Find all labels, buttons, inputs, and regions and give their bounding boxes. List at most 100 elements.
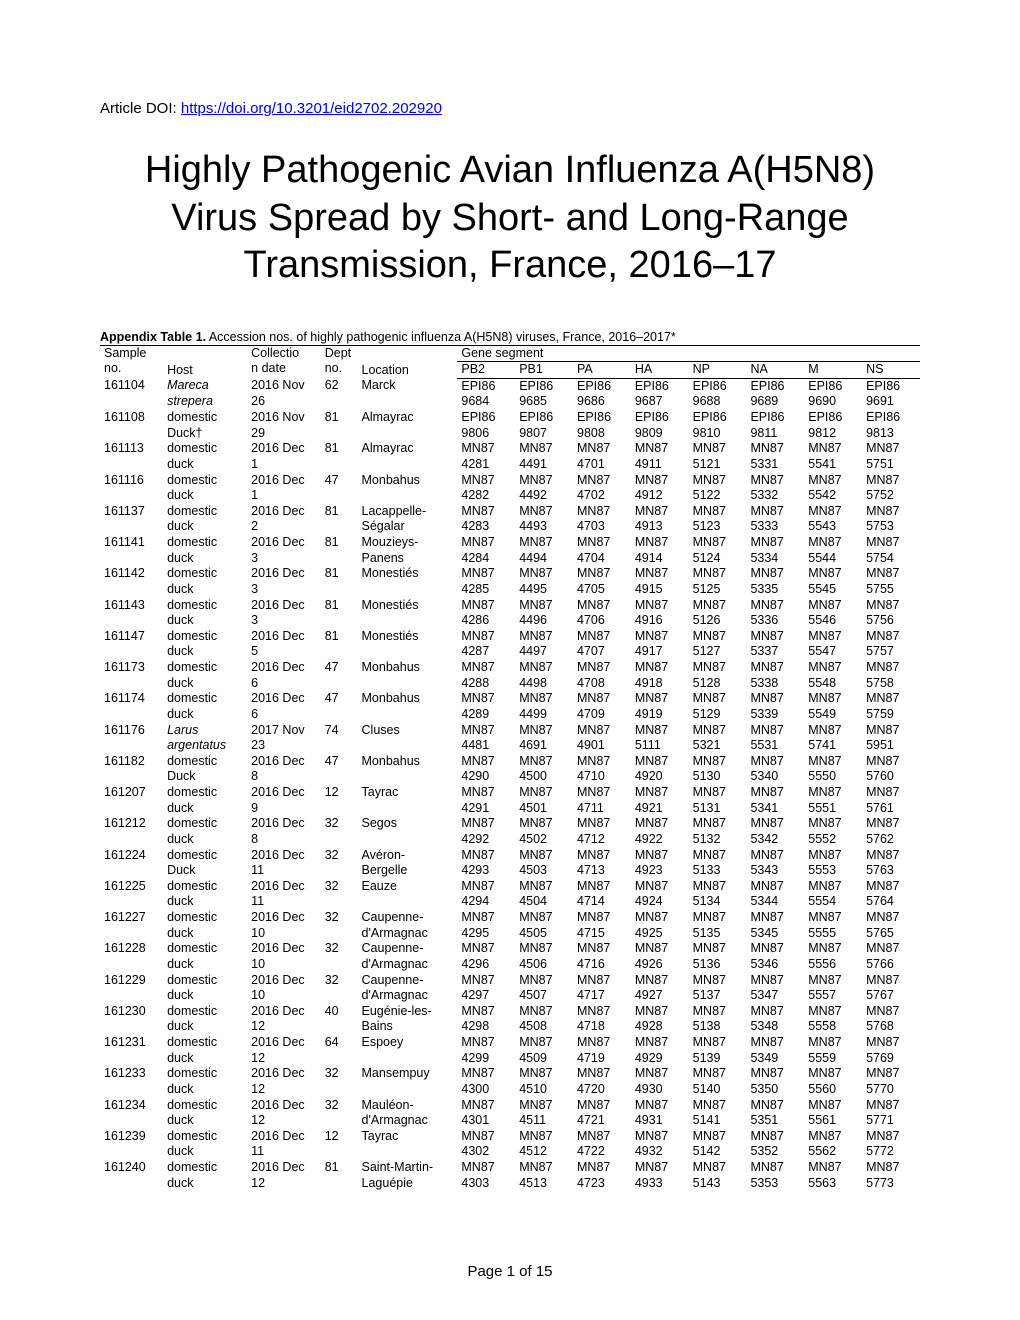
cell-seg: MN87 (689, 1129, 747, 1145)
cell-seg: MN87 (515, 660, 573, 676)
cell-seg: EPI86 (515, 410, 573, 426)
cell-seg: 4721 (573, 1113, 631, 1129)
cell-seg: 4713 (573, 863, 631, 879)
cell-seg: 4932 (631, 1144, 689, 1160)
table-row: duck642894499470949195129533955495759 (100, 707, 920, 723)
cell-seg: MN87 (862, 879, 920, 895)
cell-seg: MN87 (631, 504, 689, 520)
cell-seg: 4506 (515, 957, 573, 973)
cell-seg: MN87 (573, 1035, 631, 1051)
cell-seg: MN87 (689, 1066, 747, 1082)
cell-seg: 4914 (631, 551, 689, 567)
cell-dept: 81 (321, 535, 358, 551)
cell-seg: MN87 (457, 1098, 515, 1114)
cell-host: domestic (163, 473, 247, 489)
table-row: Duck†2998069807980898099810981198129813 (100, 426, 920, 442)
cell-location: Monbahus (358, 691, 458, 707)
cell-seg: MN87 (746, 1098, 804, 1114)
cell-location: Monbahus (358, 660, 458, 676)
cell-seg: MN87 (457, 848, 515, 864)
cell-location: Caupenne- (358, 941, 458, 957)
cell-dept: 32 (321, 941, 358, 957)
cell-seg: 5338 (746, 676, 804, 692)
cell-seg: MN87 (631, 1066, 689, 1082)
cell-seg: 5758 (862, 676, 920, 692)
cell-host: duck (163, 894, 247, 910)
cell-seg: MN87 (457, 754, 515, 770)
cell-seg: MN87 (689, 1035, 747, 1051)
cell-seg: 5126 (689, 613, 747, 629)
cell-seg: 4288 (457, 676, 515, 692)
cell-seg: 5136 (689, 957, 747, 973)
cell-date: 8 (247, 769, 321, 785)
cell-seg: 5132 (689, 832, 747, 848)
cell-dept: 64 (321, 1035, 358, 1051)
cell-seg: MN87 (515, 1066, 573, 1082)
cell-date: 2016 Dec (247, 598, 321, 614)
cell-dept: 47 (321, 660, 358, 676)
cell-host: duck (163, 1113, 247, 1129)
table-row: duck142814491470149115121533155415751 (100, 457, 920, 473)
cell-seg: 4498 (515, 676, 573, 692)
cell-host: domestic (163, 785, 247, 801)
cell-host: duck (163, 801, 247, 817)
cell-seg: MN87 (746, 785, 804, 801)
cell-host: domestic (163, 535, 247, 551)
cell-seg: 5549 (804, 707, 862, 723)
cell-seg: MN87 (573, 629, 631, 645)
cell-seg: MN87 (804, 879, 862, 895)
cell-seg: EPI86 (573, 410, 631, 426)
cell-seg: MN87 (573, 910, 631, 926)
cell-host: duck (163, 644, 247, 660)
cell-seg: 4494 (515, 551, 573, 567)
cell-seg: MN87 (746, 566, 804, 582)
table-row: duck342864496470649165126533655465756 (100, 613, 920, 629)
cell-location: Monbahus (358, 754, 458, 770)
cell-seg: MN87 (862, 723, 920, 739)
cell-seg: 4918 (631, 676, 689, 692)
cell-dept: 81 (321, 1160, 358, 1176)
table-row: Duck11Bergelle42934503471349235133534355… (100, 863, 920, 879)
cell-seg: 5770 (862, 1082, 920, 1098)
table-row: argentatus234481469149015111532155315741… (100, 738, 920, 754)
cell-seg: MN87 (631, 441, 689, 457)
cell-date: 12 (247, 1051, 321, 1067)
cell-seg: MN87 (746, 1066, 804, 1082)
cell-seg: MN87 (515, 1160, 573, 1176)
cell-sample: 161104 (100, 378, 163, 394)
cell-location (358, 582, 458, 598)
cell-seg: MN87 (862, 754, 920, 770)
cell-seg: MN87 (746, 1035, 804, 1051)
cell-location: Espoey (358, 1035, 458, 1051)
cell-location (358, 676, 458, 692)
doi-link[interactable]: https://doi.org/10.3201/eid2702.202920 (181, 100, 442, 117)
cell-seg: MN87 (573, 848, 631, 864)
cell-sample: 161233 (100, 1066, 163, 1082)
cell-sample: 161141 (100, 535, 163, 551)
cell-seg: 4933 (631, 1176, 689, 1192)
cell-seg: 5341 (746, 801, 804, 817)
cell-date: 11 (247, 1144, 321, 1160)
cell-date: 2016 Dec (247, 566, 321, 582)
cell-location: Almayrac (358, 410, 458, 426)
cell-seg: 5347 (746, 988, 804, 1004)
cell-host: argentatus (163, 738, 247, 754)
cell-host: domestic (163, 441, 247, 457)
cell-seg: MN87 (457, 785, 515, 801)
table-row: 161141domestic2016 Dec81Mouzieys-MN87MN8… (100, 535, 920, 551)
cell-seg: MN87 (515, 723, 573, 739)
cell-seg: 4704 (573, 551, 631, 567)
table-row: 161182domestic2016 Dec47MonbahusMN87MN87… (100, 754, 920, 770)
cell-seg: MN87 (515, 941, 573, 957)
cell-location: Caupenne- (358, 973, 458, 989)
cell-seg: 4292 (457, 832, 515, 848)
cell-location: Almayrac (358, 441, 458, 457)
cell-seg: 9690 (804, 394, 862, 410)
table-row: duck12d'Armagnac430145114721493151415351… (100, 1113, 920, 1129)
cell-seg: 5333 (746, 519, 804, 535)
cell-location: Marck (358, 378, 458, 394)
cell-host: duck (163, 1176, 247, 1192)
cell-seg: MN87 (515, 504, 573, 520)
cell-seg: 5128 (689, 676, 747, 692)
cell-seg: 4708 (573, 676, 631, 692)
